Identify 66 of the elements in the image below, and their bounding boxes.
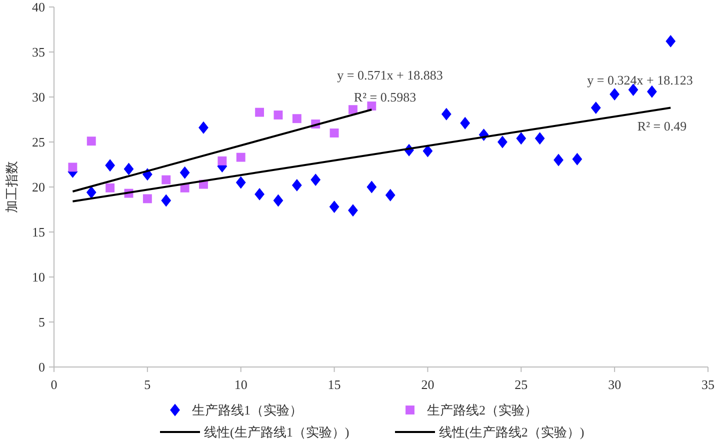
y-tick-label: 25: [32, 134, 45, 150]
point: [330, 128, 339, 138]
point: [236, 176, 246, 189]
point: [441, 108, 452, 120]
point: [422, 144, 433, 158]
point: [329, 200, 340, 214]
point: [218, 156, 227, 166]
point: [86, 136, 96, 146]
point: [68, 162, 78, 172]
y-tick-label: 5: [38, 314, 45, 330]
point: [590, 102, 601, 114]
point: [142, 194, 152, 204]
point: [647, 85, 657, 98]
x-tick-label: 30: [608, 377, 622, 392]
annotation: R² = 0.49: [637, 118, 687, 134]
point: [105, 159, 115, 172]
x-tick-label: 0: [50, 377, 58, 392]
legend-label: 生产路线2（实验）: [427, 402, 538, 418]
point: [292, 114, 302, 124]
x-tick-label: 20: [421, 377, 434, 392]
x-tick-label: 15: [328, 377, 341, 392]
y-axis-title: 加工指数: [4, 161, 19, 213]
x-tick-label: 35: [702, 377, 714, 392]
y-tick-label: 15: [32, 224, 45, 240]
annotation: y = 0.324x + 18.123: [587, 72, 693, 88]
legend-label: 线性(生产路线1（实验）): [204, 424, 350, 440]
point: [516, 132, 526, 145]
y-tick-label: 40: [32, 0, 45, 15]
point: [124, 162, 134, 176]
point: [292, 178, 302, 192]
point: [310, 174, 321, 186]
point: [610, 88, 620, 101]
point: [273, 194, 284, 207]
y-tick-label: 30: [32, 90, 45, 105]
point: [255, 108, 264, 117]
x-tick-label: 25: [514, 377, 528, 392]
point: [367, 102, 376, 110]
y-tick-label: 35: [32, 44, 45, 60]
point: [460, 116, 470, 130]
point: [86, 186, 96, 199]
point: [106, 183, 115, 192]
x-tick-label: 5: [144, 377, 151, 392]
point: [161, 194, 172, 207]
point: [366, 180, 377, 194]
point: [666, 34, 676, 48]
point: [498, 136, 508, 148]
y-tick-label: 0: [38, 360, 45, 375]
legend-label: 线性(生产路线2（实验）): [439, 424, 584, 440]
x-tick-label: 10: [234, 377, 248, 392]
point: [162, 175, 171, 184]
point: [236, 152, 246, 162]
point: [198, 121, 208, 134]
point: [274, 110, 283, 120]
point: [180, 166, 190, 179]
annotation: R² = 0.5983: [354, 90, 416, 105]
point: [385, 188, 396, 202]
point: [348, 204, 358, 217]
point: [554, 154, 564, 166]
annotation: y = 0.571x + 18.883: [337, 68, 443, 83]
point: [572, 152, 582, 166]
y-tick-label: 20: [32, 180, 45, 195]
legend-label: 生产路线1（实验）: [192, 402, 302, 418]
y-tick-label: 10: [32, 270, 45, 285]
point: [254, 188, 264, 200]
point: [534, 132, 545, 145]
point: [348, 105, 358, 114]
